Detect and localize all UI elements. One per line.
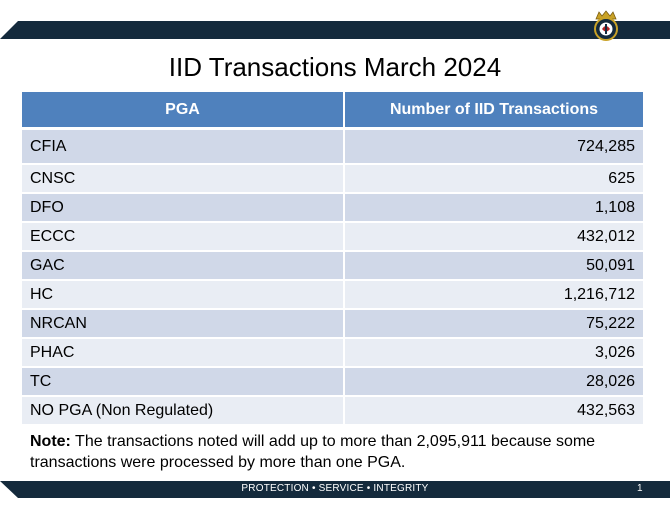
footnote: Note: The transactions noted will add up… — [30, 431, 630, 473]
pga-cell: ECCC — [22, 222, 345, 252]
table-row: GAC 50,091 — [22, 251, 643, 281]
count-cell: 75,222 — [344, 309, 643, 339]
count-cell: 724,285 — [344, 128, 643, 165]
pga-cell: HC — [22, 280, 345, 310]
cbsa-crest-icon — [594, 10, 618, 41]
count-cell: 1,108 — [344, 193, 643, 223]
count-cell: 50,091 — [344, 251, 643, 281]
pga-cell: TC — [22, 367, 345, 397]
pga-cell: PHAC — [22, 338, 345, 368]
count-cell: 432,563 — [344, 396, 643, 426]
count-cell: 625 — [344, 164, 643, 194]
header-band — [0, 21, 670, 39]
count-cell: 3,026 — [344, 338, 643, 368]
pga-cell: NRCAN — [22, 309, 345, 339]
table-row: CFIA 724,285 — [22, 128, 643, 165]
pga-cell: CFIA — [22, 128, 345, 165]
count-cell: 28,026 — [344, 367, 643, 397]
page-number: 1 — [637, 483, 643, 494]
table-row: CNSC 625 — [22, 164, 643, 194]
footer-band — [0, 481, 670, 498]
table-header-row: PGA Number of IID Transactions — [22, 92, 643, 130]
count-cell: 432,012 — [344, 222, 643, 252]
page-title: IID Transactions March 2024 — [168, 52, 502, 82]
table-row: NRCAN 75,222 — [22, 309, 643, 339]
pga-cell: CNSC — [22, 164, 345, 194]
table-row: ECCC 432,012 — [22, 222, 643, 252]
count-cell: 1,216,712 — [344, 280, 643, 310]
column-header-count: Number of IID Transactions — [344, 92, 643, 130]
transactions-table: PGA Number of IID Transactions CFIA 724,… — [22, 92, 643, 426]
footer-tagline: PROTECTION • SERVICE • INTEGRITY — [241, 483, 429, 494]
column-header-pga: PGA — [22, 92, 345, 130]
table-row: DFO 1,108 — [22, 193, 643, 223]
pga-cell: DFO — [22, 193, 345, 223]
note-text: The transactions noted will add up to mo… — [30, 433, 596, 471]
table-row: NO PGA (Non Regulated) 432,563 — [22, 396, 643, 426]
pga-cell: NO PGA (Non Regulated) — [22, 396, 345, 426]
note-label: Note: — [30, 433, 71, 450]
table-row: TC 28,026 — [22, 367, 643, 397]
table-row: PHAC 3,026 — [22, 338, 643, 368]
pga-cell: GAC — [22, 251, 345, 281]
table-row: HC 1,216,712 — [22, 280, 643, 310]
